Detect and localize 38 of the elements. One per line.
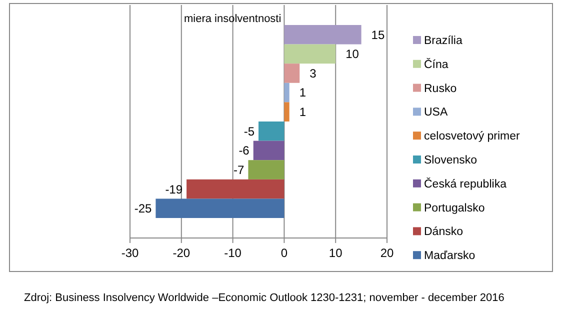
data-label: 3	[310, 66, 317, 80]
x-tick-label: -20	[172, 246, 190, 260]
bar	[284, 24, 362, 44]
text: miera insolventnosti	[184, 13, 282, 25]
legend-label: Dánsko	[424, 226, 463, 238]
data-label: -5	[244, 124, 255, 138]
bar	[284, 44, 336, 64]
x-tick-label: -30	[121, 246, 139, 260]
bar	[284, 102, 290, 122]
text: Zdroj: Business Insolvency Worldwide –Economic Outlook 1230-1231; november - december 2016	[24, 292, 504, 304]
data-label: -19	[165, 182, 183, 196]
bar	[284, 82, 290, 102]
data-label: 15	[371, 28, 385, 42]
legend-label: Maďarsko	[424, 250, 476, 262]
bar	[156, 198, 284, 218]
legend-label: Česká republika	[424, 176, 508, 190]
legend-label: celosvetový primer	[424, 130, 520, 143]
legend-label: Slovensko	[424, 154, 478, 167]
data-label: -6	[238, 144, 250, 158]
data-label: -7	[234, 162, 245, 177]
bar	[258, 122, 284, 141]
bar	[248, 160, 284, 180]
data-label: 1	[299, 86, 306, 100]
bar	[186, 179, 284, 199]
x-tick-label: 10	[328, 246, 343, 260]
data-label: -25	[134, 202, 152, 216]
bar	[253, 140, 284, 160]
data-label: 10	[346, 47, 360, 62]
x-tick-label: -10	[224, 246, 242, 260]
data-label: 1	[299, 105, 306, 120]
legend-label: Portugalsko	[424, 202, 485, 214]
legend-label: Rusko	[424, 82, 457, 95]
bar	[284, 64, 300, 83]
legend-label: USA	[424, 106, 448, 119]
legend-label: Brazília	[424, 35, 463, 48]
x-tick-label: 0	[280, 246, 288, 260]
legend-label: Čína	[424, 56, 449, 71]
x-tick-label: 20	[380, 246, 394, 260]
